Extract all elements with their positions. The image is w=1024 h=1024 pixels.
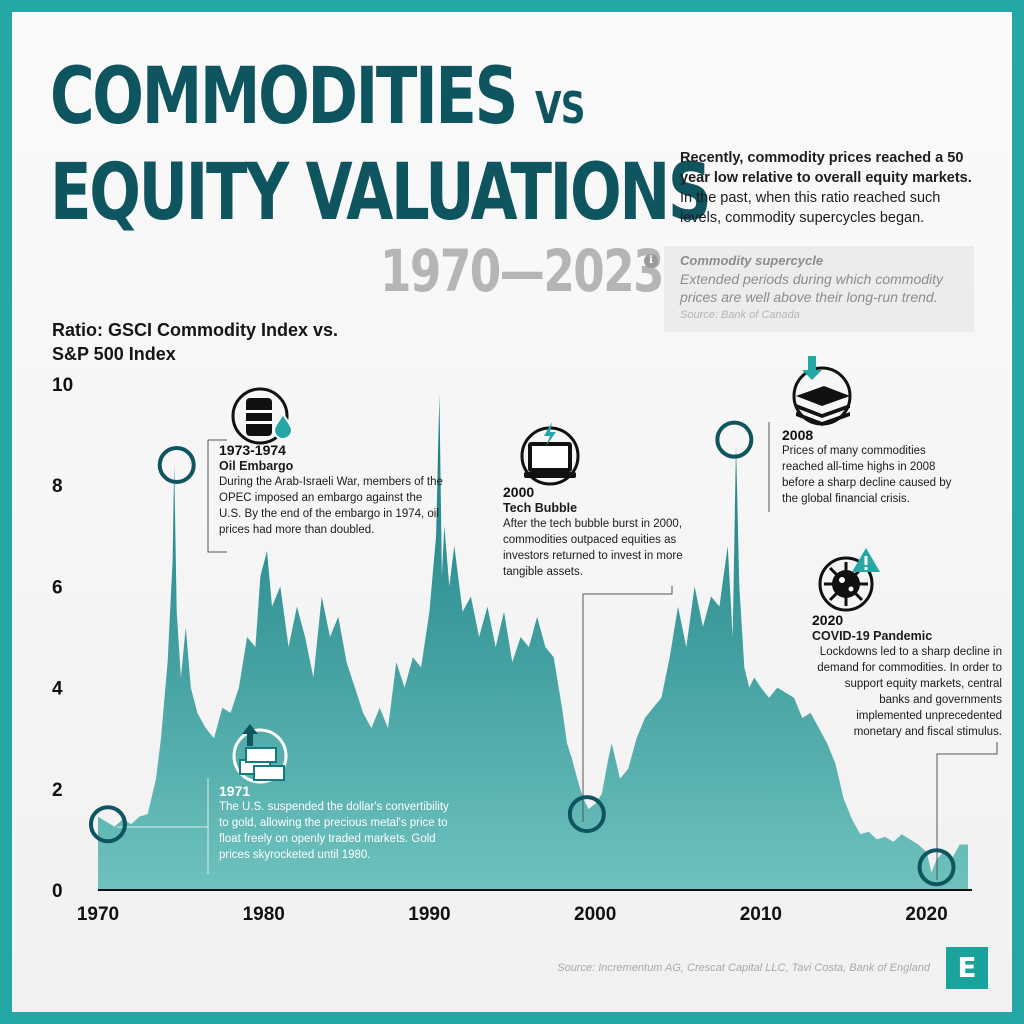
annotation-2000-event: Tech Bubble bbox=[503, 501, 578, 515]
annotation-1973-year: 1973-1974 bbox=[219, 442, 286, 458]
annotation-1973-event: Oil Embargo bbox=[219, 459, 294, 473]
x-tick-1980: 1980 bbox=[243, 904, 285, 925]
highlight-circle-4 bbox=[917, 848, 956, 887]
annotation-leader-lines bbox=[117, 422, 998, 880]
laptop-icon bbox=[520, 422, 580, 486]
y-tick-10: 10 bbox=[52, 375, 73, 396]
annotation-2020: 2020 COVID-19 Pandemic Lockdowns led to … bbox=[812, 612, 1002, 740]
brand-logo: E bbox=[946, 947, 988, 989]
highlight-circles bbox=[88, 420, 956, 887]
source-note: Source: Incrementum AG, Crescat Capital … bbox=[557, 962, 930, 974]
leader-line-0 bbox=[207, 440, 227, 553]
annotation-2000-year: 2000 bbox=[503, 484, 535, 500]
x-tick-2010: 2010 bbox=[740, 904, 782, 925]
x-tick-1970: 1970 bbox=[77, 904, 119, 925]
highlight-circle-3 bbox=[715, 420, 754, 459]
title-commodities: COMMODITIES bbox=[50, 52, 518, 142]
annotation-2008-year: 2008 bbox=[782, 427, 814, 443]
leader-line-6 bbox=[936, 742, 998, 880]
area-chart: 0 2 4 6 8 10 1970 1980 1990 2000 2010 2020 bbox=[52, 356, 998, 925]
title-years: 1970—2023 bbox=[380, 237, 665, 305]
intro-rest: In the past, when this ratio reached suc… bbox=[680, 190, 941, 226]
x-tick-1990: 1990 bbox=[408, 904, 450, 925]
annotation-2008-desc: Prices of many commodities reached all-t… bbox=[782, 445, 952, 505]
annotation-2000: 2000 Tech Bubble After the tech bubble b… bbox=[503, 484, 683, 580]
oil-barrel-icon bbox=[231, 387, 294, 445]
title-vs: VS bbox=[534, 83, 586, 134]
x-tick-2020: 2020 bbox=[905, 904, 947, 925]
annotation-1971-desc: The U.S. suspended the dollar's converti… bbox=[219, 801, 449, 861]
annotation-1971: 1971 The U.S. suspended the dollar's con… bbox=[219, 783, 459, 863]
annotation-1971-year: 1971 bbox=[219, 783, 251, 799]
intro-text: Recently, commodity prices reached a 50 … bbox=[680, 148, 980, 228]
title-line-2: EQUITY VALUATIONS bbox=[50, 148, 712, 238]
definition-box bbox=[664, 246, 974, 332]
annotation-2020-event: COVID-19 Pandemic bbox=[812, 629, 933, 643]
x-tick-labels: 1970 1980 1990 2000 2010 2020 bbox=[77, 904, 948, 925]
annotation-1973: 1973-1974 Oil Embargo During the Arab-Is… bbox=[219, 442, 444, 538]
definition-source: Source: Bank of Canada bbox=[680, 309, 800, 321]
x-tick-2000: 2000 bbox=[574, 904, 616, 925]
definition-text: Extended periods during which commodity … bbox=[680, 271, 944, 305]
annotation-2000-desc: After the tech bubble burst in 2000, com… bbox=[503, 518, 683, 578]
info-icon: i bbox=[644, 254, 658, 268]
title-line-1: COMMODITIES VS bbox=[50, 58, 585, 136]
ratio-area-series bbox=[98, 394, 968, 890]
y-axis-label: Ratio: GSCI Commodity Index vs. S&P 500 … bbox=[52, 320, 339, 364]
gold-bars-icon bbox=[232, 724, 288, 784]
annotation-2020-desc: Lockdowns led to a sharp decline in dema… bbox=[817, 646, 1002, 738]
definition-term: Commodity supercycle bbox=[680, 253, 824, 268]
highlight-circle-0 bbox=[88, 805, 127, 844]
annotation-2020-year: 2020 bbox=[812, 612, 844, 628]
leader-line-4 bbox=[582, 586, 673, 822]
y-tick-8: 8 bbox=[52, 476, 63, 497]
y-tick-labels: 0 2 4 6 8 10 bbox=[52, 375, 73, 902]
virus-icon bbox=[818, 548, 880, 612]
y-tick-2: 2 bbox=[52, 780, 63, 801]
y-tick-4: 4 bbox=[52, 679, 63, 700]
money-stack-icon bbox=[792, 356, 852, 426]
infographic-frame: COMMODITIES VS EQUITY VALUATIONS 1970—20… bbox=[12, 12, 1012, 1012]
highlight-circle-1 bbox=[157, 445, 196, 484]
annotation-1973-desc: During the Arab-Israeli War, members of … bbox=[219, 476, 443, 536]
y-tick-0: 0 bbox=[52, 881, 63, 902]
highlight-circle-2 bbox=[567, 795, 606, 834]
intro-bold: Recently, commodity prices reached a 50 … bbox=[680, 150, 972, 186]
annotation-2008: 2008 Prices of many commodities reached … bbox=[782, 427, 967, 507]
y-tick-6: 6 bbox=[52, 577, 63, 598]
